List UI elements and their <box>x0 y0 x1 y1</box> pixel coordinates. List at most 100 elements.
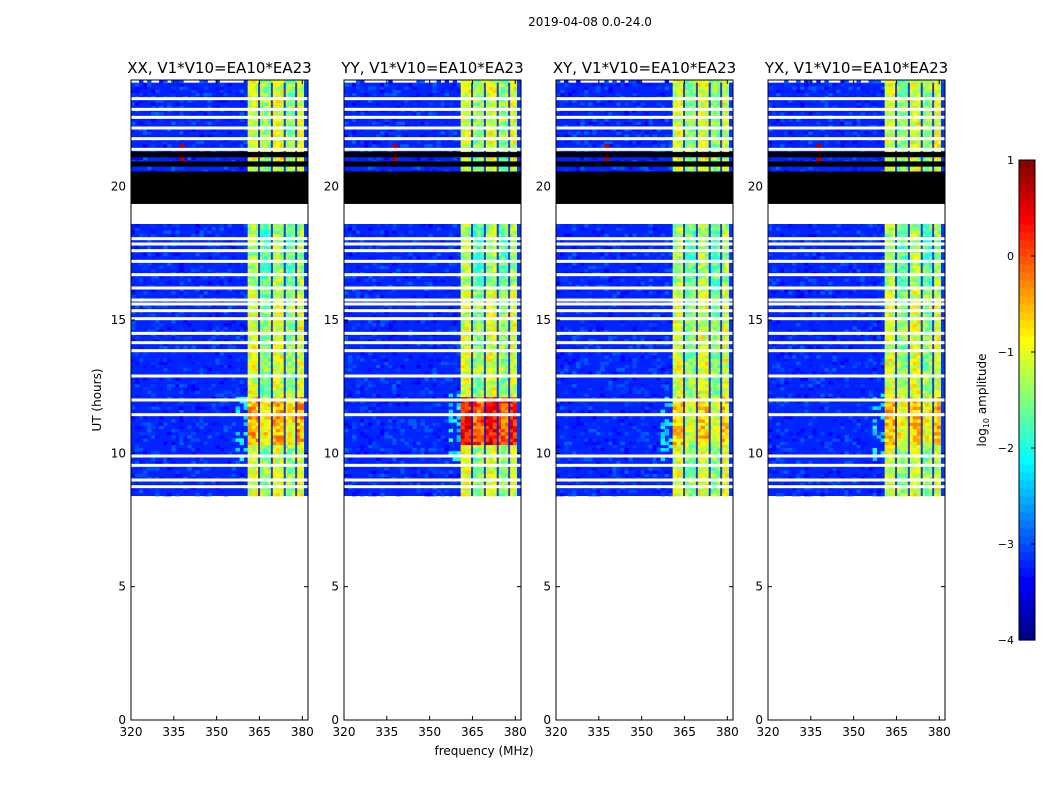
colorbar-segment <box>1019 528 1035 537</box>
colorbar-segment <box>1019 448 1035 457</box>
x-tick-label: 380 <box>291 725 314 739</box>
colorbar-segment <box>1019 608 1035 617</box>
colorbar-segment <box>1019 600 1035 609</box>
panel-title: YX, V1*V10=EA10*EA23 <box>764 59 948 77</box>
colorbar-segment <box>1019 232 1035 241</box>
colorbar-segment <box>1019 576 1035 585</box>
colorbar-segment <box>1019 368 1035 377</box>
panel-frame <box>343 79 522 721</box>
colorbar-segment <box>1019 296 1035 305</box>
y-tick-label: 15 <box>111 313 126 327</box>
colorbar-segment <box>1019 376 1035 385</box>
colorbar-segment <box>1019 632 1035 641</box>
colorbar-segment <box>1019 312 1035 321</box>
colorbar-segment <box>1019 480 1035 489</box>
colorbar-segment <box>1019 520 1035 529</box>
spectrogram-heatmap <box>556 80 733 497</box>
y-axis-label: UT (hours) <box>90 368 104 431</box>
colorbar-segment <box>1019 248 1035 257</box>
colorbar-segment <box>1019 272 1035 281</box>
panel-xx: XX, V1*V10=EA10*EA23 320 335 350 365 380 0 5 10 1… <box>111 59 314 739</box>
x-tick-label: 335 <box>587 725 610 739</box>
colorbar-segment <box>1019 592 1035 601</box>
y-tick-label: 20 <box>324 180 339 194</box>
y-tick-label: 0 <box>331 713 339 727</box>
x-tick-label: 320 <box>333 725 356 739</box>
x-tick-label: 380 <box>716 725 739 739</box>
panel-frame <box>555 79 734 721</box>
colorbar-segment <box>1019 184 1035 193</box>
x-tick-label: 365 <box>248 725 271 739</box>
colorbar-segment <box>1019 192 1035 201</box>
y-tick-label: 5 <box>331 580 339 594</box>
colorbar-segment <box>1019 384 1035 393</box>
colorbar-segment <box>1019 328 1035 337</box>
colorbar-label: log10 amplitude <box>975 354 991 447</box>
colorbar-segment <box>1019 392 1035 401</box>
spectrogram-heatmap <box>768 80 945 497</box>
colorbar-segment <box>1019 456 1035 465</box>
colorbar-segment <box>1019 584 1035 593</box>
colorbar-segment <box>1019 440 1035 449</box>
colorbar-segment <box>1019 488 1035 497</box>
y-tick-label: 10 <box>324 446 339 460</box>
colorbar-segment <box>1019 304 1035 313</box>
colorbar-segment <box>1019 344 1035 353</box>
x-tick-label: 350 <box>205 725 228 739</box>
colorbar-segment <box>1019 200 1035 209</box>
y-tick-label: 20 <box>111 180 126 194</box>
y-tick-label: 10 <box>748 446 763 460</box>
colorbar-segment <box>1019 552 1035 561</box>
panel-frame <box>767 79 946 721</box>
colorbar-segment <box>1019 624 1035 633</box>
colorbar-segment <box>1019 496 1035 505</box>
colorbar-segment <box>1019 320 1035 329</box>
colorbar-segment <box>1019 544 1035 553</box>
x-tick-label: 380 <box>504 725 527 739</box>
panel-title: YY, V1*V10=EA10*EA23 <box>340 59 523 77</box>
colorbar-segment <box>1019 408 1035 417</box>
colorbar: −4 −3 −2 −1 0 1 log10 amplitude <box>975 154 1036 647</box>
y-tick-label: 20 <box>748 180 763 194</box>
colorbar-segment <box>1019 240 1035 249</box>
y-tick-label: 15 <box>324 313 339 327</box>
colorbar-segment <box>1019 264 1035 273</box>
colorbar-segment <box>1019 416 1035 425</box>
colorbar-segment <box>1019 536 1035 545</box>
colorbar-segment <box>1019 288 1035 297</box>
x-tick-label: 365 <box>673 725 696 739</box>
spectrogram-heatmap <box>344 80 521 497</box>
x-tick-label: 320 <box>545 725 568 739</box>
colorbar-segment <box>1019 224 1035 233</box>
y-tick-label: 15 <box>748 313 763 327</box>
colorbar-segment <box>1019 176 1035 185</box>
panel-yx: YX, V1*V10=EA10*EA23 320 335 350 365 380 0 5 10 1… <box>748 59 951 739</box>
colorbar-segment <box>1019 352 1035 361</box>
y-tick-label: 20 <box>536 180 551 194</box>
colorbar-segment <box>1019 464 1035 473</box>
colorbar-tick-label: −2 <box>998 442 1014 455</box>
colorbar-segment <box>1019 336 1035 345</box>
colorbar-segment <box>1019 208 1035 217</box>
y-tick-label: 5 <box>543 580 551 594</box>
colorbar-segment <box>1019 256 1035 265</box>
x-tick-label: 320 <box>120 725 143 739</box>
y-tick-label: 5 <box>118 580 126 594</box>
colorbar-tick-label: −1 <box>998 346 1014 359</box>
x-tick-label: 335 <box>375 725 398 739</box>
x-tick-label: 380 <box>928 725 951 739</box>
colorbar-segment <box>1019 360 1035 369</box>
colorbar-tick-label: 0 <box>1007 250 1014 263</box>
colorbar-segment <box>1019 432 1035 441</box>
colorbar-segment <box>1019 216 1035 225</box>
panel-yy: YY, V1*V10=EA10*EA23 320 335 350 365 380 0 5 10 1… <box>324 59 527 739</box>
colorbar-segment <box>1019 280 1035 289</box>
colorbar-segment <box>1019 560 1035 569</box>
x-tick-label: 335 <box>162 725 185 739</box>
x-tick-label: 350 <box>418 725 441 739</box>
x-tick-label: 365 <box>885 725 908 739</box>
x-tick-label: 350 <box>842 725 865 739</box>
y-tick-label: 0 <box>543 713 551 727</box>
panel-frame <box>130 79 309 721</box>
